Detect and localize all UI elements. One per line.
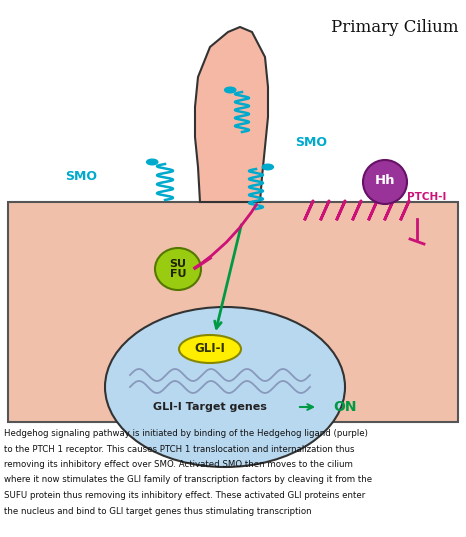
Text: SMO: SMO [65, 171, 97, 184]
Text: Primary Cilium: Primary Cilium [331, 18, 459, 35]
Ellipse shape [225, 87, 236, 93]
Text: the nucleus and bind to GLI target genes thus stimulating transcription: the nucleus and bind to GLI target genes… [4, 506, 312, 516]
Ellipse shape [147, 159, 158, 165]
Text: SMO: SMO [295, 135, 327, 149]
Text: ON: ON [333, 400, 356, 414]
Bar [8, 202, 458, 422]
Polygon shape [195, 27, 268, 202]
Text: where it now stimulates the GLI family of transcription factors by cleaving it f: where it now stimulates the GLI family o… [4, 475, 372, 484]
Text: SU
FU: SU FU [170, 259, 186, 279]
Text: to the PTCH 1 receptor. This causes PTCH 1 translocation and internalization thu: to the PTCH 1 receptor. This causes PTCH… [4, 445, 355, 454]
Ellipse shape [105, 307, 345, 467]
Ellipse shape [155, 248, 201, 290]
Ellipse shape [179, 335, 241, 363]
Text: Hh: Hh [375, 173, 395, 186]
Text: GLI-I: GLI-I [195, 343, 226, 355]
Bar [0, 0, 466, 202]
Text: removing its inhibitory effect over SMO. Activated SMO then moves to the cilium: removing its inhibitory effect over SMO.… [4, 460, 353, 469]
Text: SUFU protein thus removing its inhibitory effect. These activated GLI proteins e: SUFU protein thus removing its inhibitor… [4, 491, 365, 500]
Ellipse shape [262, 164, 274, 170]
Circle shape [363, 160, 407, 204]
Text: GLI-I Target genes: GLI-I Target genes [153, 402, 267, 412]
Text: Hedgehog signaling pathway is initiated by binding of the Hedgehog ligand (purpl: Hedgehog signaling pathway is initiated … [4, 429, 368, 438]
Text: PTCH-I: PTCH-I [407, 192, 446, 202]
